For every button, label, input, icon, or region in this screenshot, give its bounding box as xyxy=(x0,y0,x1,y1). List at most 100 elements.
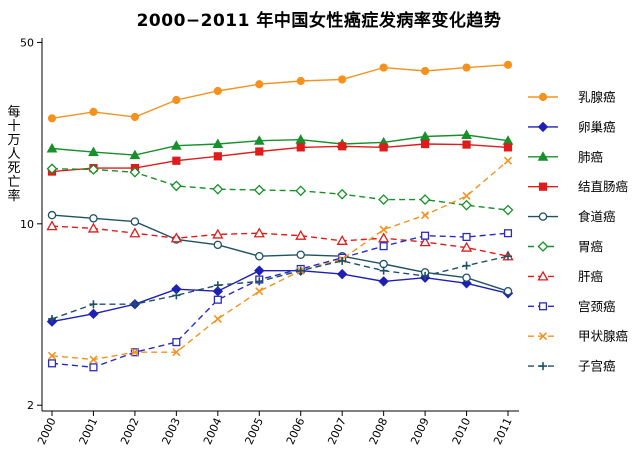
data-point xyxy=(255,147,264,156)
data-point xyxy=(503,143,513,152)
data-point xyxy=(462,140,471,149)
data-point xyxy=(336,268,348,280)
legend-item: 食道癌 xyxy=(528,209,616,224)
y-axis-label: 每十万人死亡率 xyxy=(7,105,21,204)
legend-item: 乳腺癌 xyxy=(528,90,616,105)
series-line xyxy=(51,270,509,323)
legend-swatch-marker xyxy=(538,302,548,311)
data-point xyxy=(170,232,182,243)
data-point xyxy=(89,363,98,372)
y-tick-label: 10 xyxy=(20,218,34,231)
data-point xyxy=(255,251,264,261)
data-point xyxy=(213,295,222,304)
x-tick-label: 2009 xyxy=(408,416,432,447)
legend-label: 肺癌 xyxy=(578,149,603,164)
legend-item: 甲状腺癌 xyxy=(528,329,628,344)
series-5 xyxy=(47,210,513,296)
legend-label: 乳腺癌 xyxy=(578,90,616,105)
data-point xyxy=(420,139,430,149)
series-line xyxy=(51,255,509,320)
series-9 xyxy=(47,156,513,364)
series-line xyxy=(51,160,509,361)
data-point xyxy=(89,214,98,223)
data-point xyxy=(130,112,140,122)
data-point xyxy=(419,236,431,247)
series-7 xyxy=(46,220,514,261)
x-tick-label: 2001 xyxy=(77,416,101,447)
x-tick-label: 2004 xyxy=(201,416,225,447)
x-tick-label: 2010 xyxy=(450,416,474,447)
x-tick-label: 2011 xyxy=(491,416,515,447)
legend-item: 宫颈癌 xyxy=(528,299,616,314)
data-point xyxy=(461,129,472,139)
data-point xyxy=(89,107,98,116)
data-point xyxy=(129,166,141,178)
series-1 xyxy=(47,60,513,123)
data-point xyxy=(296,250,305,260)
legend-swatch-marker xyxy=(537,270,549,281)
series-line xyxy=(51,225,509,257)
x-tick-label: 2005 xyxy=(242,416,266,447)
data-point xyxy=(379,242,388,251)
data-point xyxy=(462,63,471,72)
data-point xyxy=(88,146,99,157)
data-point xyxy=(89,300,98,309)
legend-label: 食道癌 xyxy=(578,209,616,224)
data-point xyxy=(378,232,390,243)
data-point xyxy=(172,348,181,357)
series-3 xyxy=(46,129,514,160)
legend-swatch-marker xyxy=(538,212,548,221)
data-point xyxy=(129,227,141,238)
data-point xyxy=(379,63,388,72)
data-point xyxy=(171,140,182,150)
data-point xyxy=(421,271,430,280)
series-layer xyxy=(46,60,514,372)
x-tick-label: 2002 xyxy=(118,416,142,447)
legend-item: 结直肠癌 xyxy=(528,179,628,194)
data-point xyxy=(47,351,57,360)
data-point xyxy=(296,143,305,152)
data-point xyxy=(172,156,181,165)
data-point xyxy=(336,234,348,245)
y-tick-label: 50 xyxy=(20,36,34,49)
data-point xyxy=(48,314,56,323)
data-point xyxy=(295,185,307,197)
data-point xyxy=(255,277,264,286)
data-point xyxy=(213,86,222,96)
legend-label: 结直肠癌 xyxy=(578,179,628,194)
x-tick-label: 2007 xyxy=(325,416,349,447)
data-point xyxy=(379,143,388,152)
data-point xyxy=(421,211,430,220)
legend-label: 胃癌 xyxy=(578,239,603,254)
legend-swatch-marker xyxy=(537,151,549,161)
x-tick-label: 2000 xyxy=(35,416,59,447)
y-tick-label: 2 xyxy=(27,399,34,412)
data-point xyxy=(46,220,58,231)
data-point xyxy=(378,194,390,205)
data-point xyxy=(130,217,140,226)
data-point xyxy=(212,183,224,195)
data-point xyxy=(295,134,307,144)
series-line xyxy=(51,168,509,211)
data-point xyxy=(213,240,223,250)
data-point xyxy=(88,164,99,175)
series-line xyxy=(51,143,509,173)
data-point xyxy=(47,359,57,368)
data-point xyxy=(338,256,347,265)
data-point xyxy=(462,191,471,201)
series-2 xyxy=(46,265,514,327)
data-point xyxy=(89,355,98,364)
data-point xyxy=(379,266,388,275)
data-point xyxy=(296,76,305,86)
legend-item: 肺癌 xyxy=(528,149,603,164)
legend-label: 甲状腺癌 xyxy=(578,329,628,344)
legend-item: 子宫癌 xyxy=(528,359,616,374)
series-6 xyxy=(46,163,514,216)
data-point xyxy=(129,149,141,160)
data-point xyxy=(296,266,305,275)
data-point xyxy=(170,180,182,192)
legend-item: 卵巢癌 xyxy=(528,119,616,134)
data-point xyxy=(253,135,265,145)
